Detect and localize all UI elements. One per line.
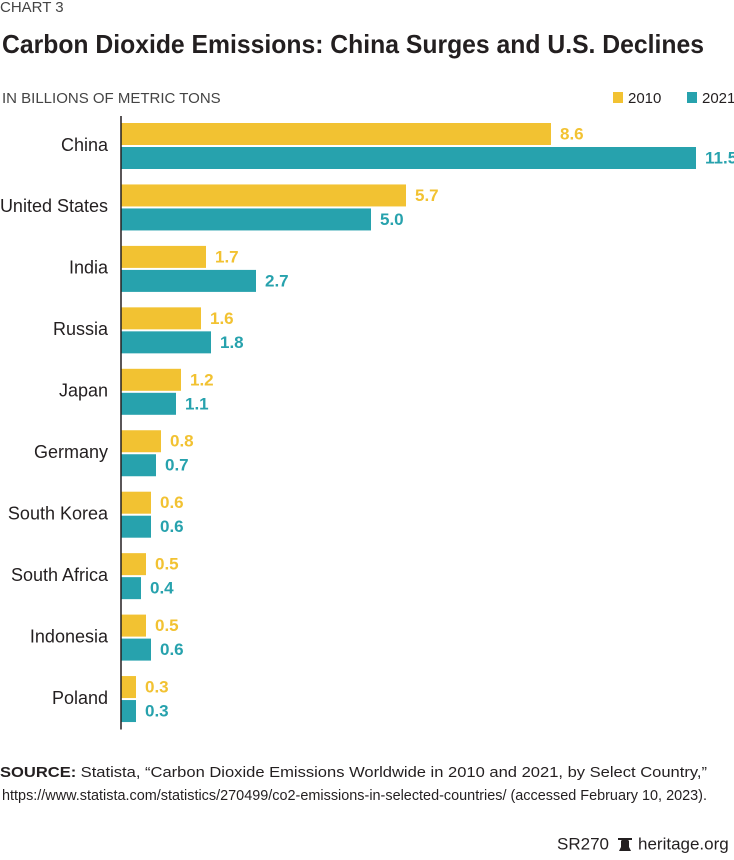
legend-swatch: [613, 92, 623, 103]
value-label: 1.1: [185, 394, 209, 413]
bar: [121, 307, 201, 330]
bar: [121, 123, 551, 145]
source-text: Statista, “Carbon Dioxide Emissions Worl…: [81, 764, 707, 781]
bar: [121, 676, 136, 699]
chart-subtitle: IN BILLIONS OF METRIC TONS: [2, 90, 221, 107]
value-label: 0.4: [150, 579, 174, 598]
legend-label: 2021: [702, 90, 734, 107]
value-label: 0.3: [145, 678, 169, 697]
bar: [121, 515, 151, 538]
source-text: https://www.statista.com/statistics/2704…: [2, 787, 707, 804]
value-label: 5.7: [415, 186, 439, 205]
value-label: 2.7: [265, 271, 289, 290]
category-label: Indonesia: [30, 626, 109, 646]
value-label: 5.0: [380, 210, 404, 229]
value-label: 0.7: [165, 456, 189, 475]
value-label: 0.6: [160, 517, 184, 536]
chart-title: Carbon Dioxide Emissions: China Surges a…: [2, 29, 704, 59]
bar: [121, 245, 206, 268]
bar: [121, 577, 141, 600]
value-label: 0.5: [155, 555, 179, 574]
category-label: India: [69, 258, 109, 278]
value-label: 0.8: [170, 432, 194, 451]
value-label: 11.5: [705, 148, 734, 167]
source-label: SOURCE:: [0, 764, 76, 781]
legend-swatch: [687, 92, 697, 103]
bar: [121, 700, 136, 723]
bar: [121, 491, 151, 514]
category-label: China: [61, 135, 109, 155]
bar: [121, 331, 211, 354]
value-label: 8.6: [560, 124, 584, 143]
category-label: Japan: [59, 381, 108, 401]
value-label: 1.8: [220, 333, 244, 352]
bar: [121, 430, 161, 453]
value-label: 0.5: [155, 616, 179, 635]
bar: [121, 638, 151, 661]
value-label: 0.6: [160, 640, 184, 659]
category-label: United States: [0, 196, 108, 216]
legend-label: 2010: [628, 90, 661, 107]
category-label: South Korea: [8, 503, 109, 523]
bell-icon: [618, 838, 632, 851]
value-label: 1.7: [215, 247, 239, 266]
bar: [121, 454, 156, 477]
bar: [121, 208, 371, 231]
bar: [121, 184, 406, 207]
chart-kicker: CHART 3: [0, 0, 64, 16]
bar: [121, 614, 146, 637]
bar: [121, 392, 176, 415]
category-label: South Africa: [11, 565, 109, 585]
value-label: 0.6: [160, 493, 184, 512]
bar: [121, 553, 146, 576]
category-label: Poland: [52, 688, 108, 708]
value-label: 1.2: [190, 370, 214, 389]
bar: [121, 368, 181, 391]
source-line: SOURCE: Statista, “Carbon Dioxide Emissio…: [0, 764, 707, 781]
bar: [121, 147, 696, 169]
category-label: Germany: [34, 442, 108, 462]
category-label: Russia: [53, 319, 109, 339]
report-id: SR270: [557, 834, 609, 853]
value-label: 1.6: [210, 309, 234, 328]
bar: [121, 269, 256, 292]
site: heritage.org: [638, 834, 729, 853]
value-label: 0.3: [145, 702, 169, 721]
